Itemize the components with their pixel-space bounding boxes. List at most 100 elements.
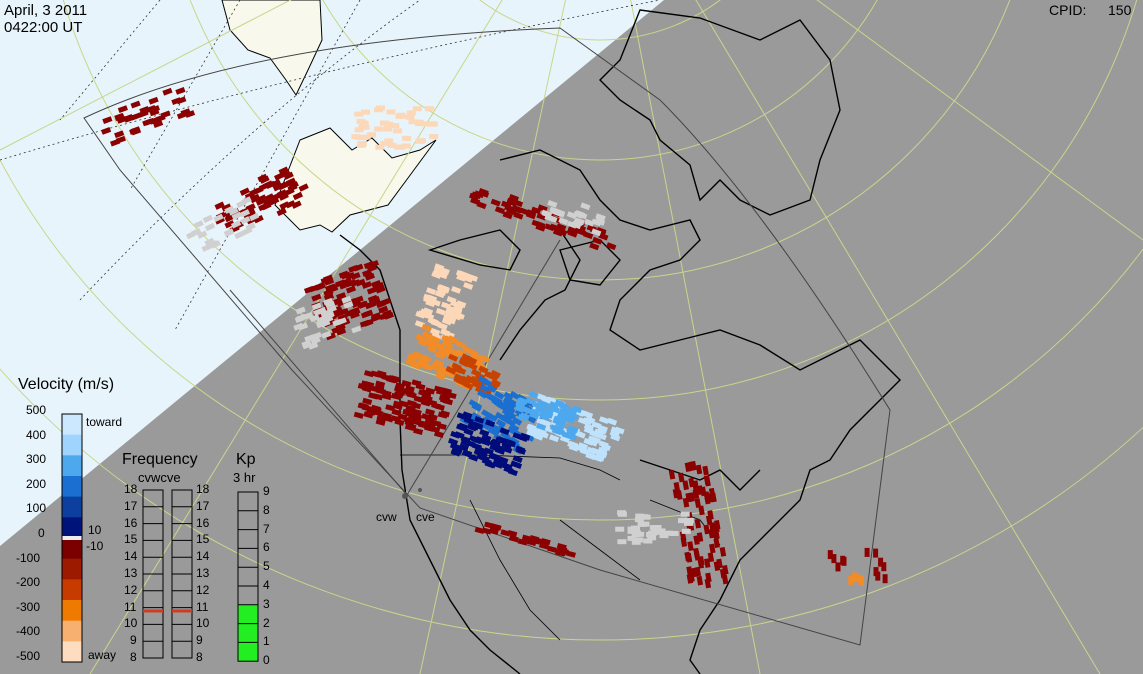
radar-echo-cell — [693, 550, 701, 561]
radar-echo-cell — [694, 518, 702, 529]
radar-echo-cell — [526, 209, 537, 217]
radar-echo-cell — [271, 192, 282, 201]
radar-echo-cell — [536, 212, 547, 221]
radar-echo-cell — [500, 200, 512, 209]
radar-echo-cell — [130, 127, 142, 136]
radar-echo-cell — [435, 307, 446, 316]
radar-echo-cell — [401, 379, 412, 388]
radar-echo-cell — [512, 199, 524, 208]
radar-echo-cell — [708, 528, 715, 539]
radar-echo-cell — [486, 392, 497, 402]
radar-echo-cell — [355, 278, 366, 287]
velocity-color-swatch — [62, 496, 82, 518]
radar-echo-cell — [468, 192, 480, 201]
velocity-scale-title: Velocity (m/s) — [18, 376, 115, 393]
radar-echo-cell — [171, 97, 182, 105]
radar-echo-cell — [374, 107, 383, 113]
frequency-tick-label-left: 14 — [124, 549, 138, 564]
radar-echo-cell — [586, 446, 597, 455]
radar-echo-cell — [557, 416, 568, 425]
radar-echo-cell — [474, 190, 485, 199]
radar-echo-cell — [664, 530, 674, 536]
radar-echo-cell — [213, 213, 224, 223]
radar-echo-cell — [208, 239, 219, 249]
radar-echo-cell — [430, 426, 441, 434]
frequency-grid — [142, 489, 193, 659]
radar-echo-cell — [592, 236, 603, 245]
radar-echo-cell — [500, 462, 511, 470]
radar-echo-cell — [356, 118, 366, 124]
frequency-tick-label-left: 11 — [124, 599, 137, 614]
velocity-color-swatch — [62, 538, 82, 560]
radar-echo-cell — [477, 389, 488, 399]
radar-echo-cell — [517, 538, 528, 546]
radar-echo-cell — [353, 411, 364, 419]
radar-echo-cell — [505, 405, 516, 415]
frequency-tick-label-left: 13 — [124, 566, 138, 580]
radar-echo-cell — [417, 338, 428, 347]
velocity-color-swatch — [62, 620, 82, 642]
frequency-tick-label-right: 12 — [196, 582, 210, 597]
radar-echo-cell — [374, 281, 385, 290]
velocity-colorbar — [62, 414, 82, 663]
radar-echo-cell — [283, 171, 294, 180]
cvw-site-marker — [402, 493, 408, 499]
radar-echo-cell — [231, 220, 242, 229]
radar-echo-cell — [573, 218, 584, 226]
radar-echo-cell — [353, 263, 364, 272]
radar-echo-cell — [515, 447, 527, 455]
velocity-tick-label: 100 — [26, 501, 47, 516]
radar-echo-cell — [649, 525, 659, 531]
radar-echo-cell — [704, 578, 712, 589]
radar-echo-cell — [615, 526, 625, 532]
radar-echo-cell — [528, 390, 539, 399]
radar-echo-cell — [463, 282, 474, 290]
radar-echo-cell — [361, 109, 371, 115]
radar-echo-cell — [519, 432, 531, 441]
radar-echo-cell — [703, 491, 711, 502]
radar-echo-cell — [175, 87, 186, 95]
radar-echo-cell — [509, 423, 520, 433]
radar-echo-cell — [439, 410, 450, 418]
radar-echo-cell — [193, 220, 204, 229]
radar-echo-cell — [678, 472, 685, 483]
radar-echo-cell — [406, 110, 416, 116]
radar-echo-cell — [450, 286, 462, 294]
radar-echo-cell — [566, 432, 577, 441]
radar-echo-cell — [162, 87, 173, 96]
radar-echo-cell — [455, 423, 467, 432]
radar-echo-cell — [643, 538, 653, 544]
radar-echo-cell — [374, 126, 384, 132]
radar-echo-cell — [478, 188, 489, 197]
radar-echo-cell — [370, 297, 381, 306]
radar-echo-cell — [582, 410, 594, 419]
frequency-tick-label-left: 8 — [130, 650, 137, 664]
radar-echo-cell — [702, 465, 709, 476]
arctic-land-day — [221, 0, 437, 233]
radar-echo-cell — [425, 408, 435, 416]
radar-echo-cell — [591, 228, 602, 237]
radar-echo-cell — [554, 399, 565, 408]
radar-echo-cell — [224, 205, 235, 214]
radar-echo-cell — [556, 223, 567, 232]
radar-echo-cell — [606, 242, 617, 251]
radar-echo-cell — [114, 130, 125, 139]
radar-echo-cell — [320, 276, 331, 285]
radar-echo-cell — [489, 443, 500, 452]
radar-echo-cell — [234, 230, 245, 240]
cpid-value: 150 — [1108, 2, 1132, 18]
radar-echo-cell — [363, 318, 374, 327]
radar-echo-cell — [495, 419, 507, 428]
radar-echo-cell — [580, 202, 591, 211]
radar-echo-cell — [447, 437, 459, 446]
radar-echo-cell — [463, 428, 474, 436]
radar-echo-cell — [627, 526, 637, 532]
radar-echo-cell — [582, 417, 593, 425]
radar-echo-cell — [479, 383, 490, 393]
radar-echo-cell — [631, 530, 641, 536]
radar-echo-cell — [390, 123, 400, 128]
radar-echo-cell — [370, 312, 382, 320]
radar-echo-cell — [634, 537, 644, 543]
radar-echo-cell — [367, 384, 378, 392]
radar-echo-cell — [549, 401, 560, 409]
